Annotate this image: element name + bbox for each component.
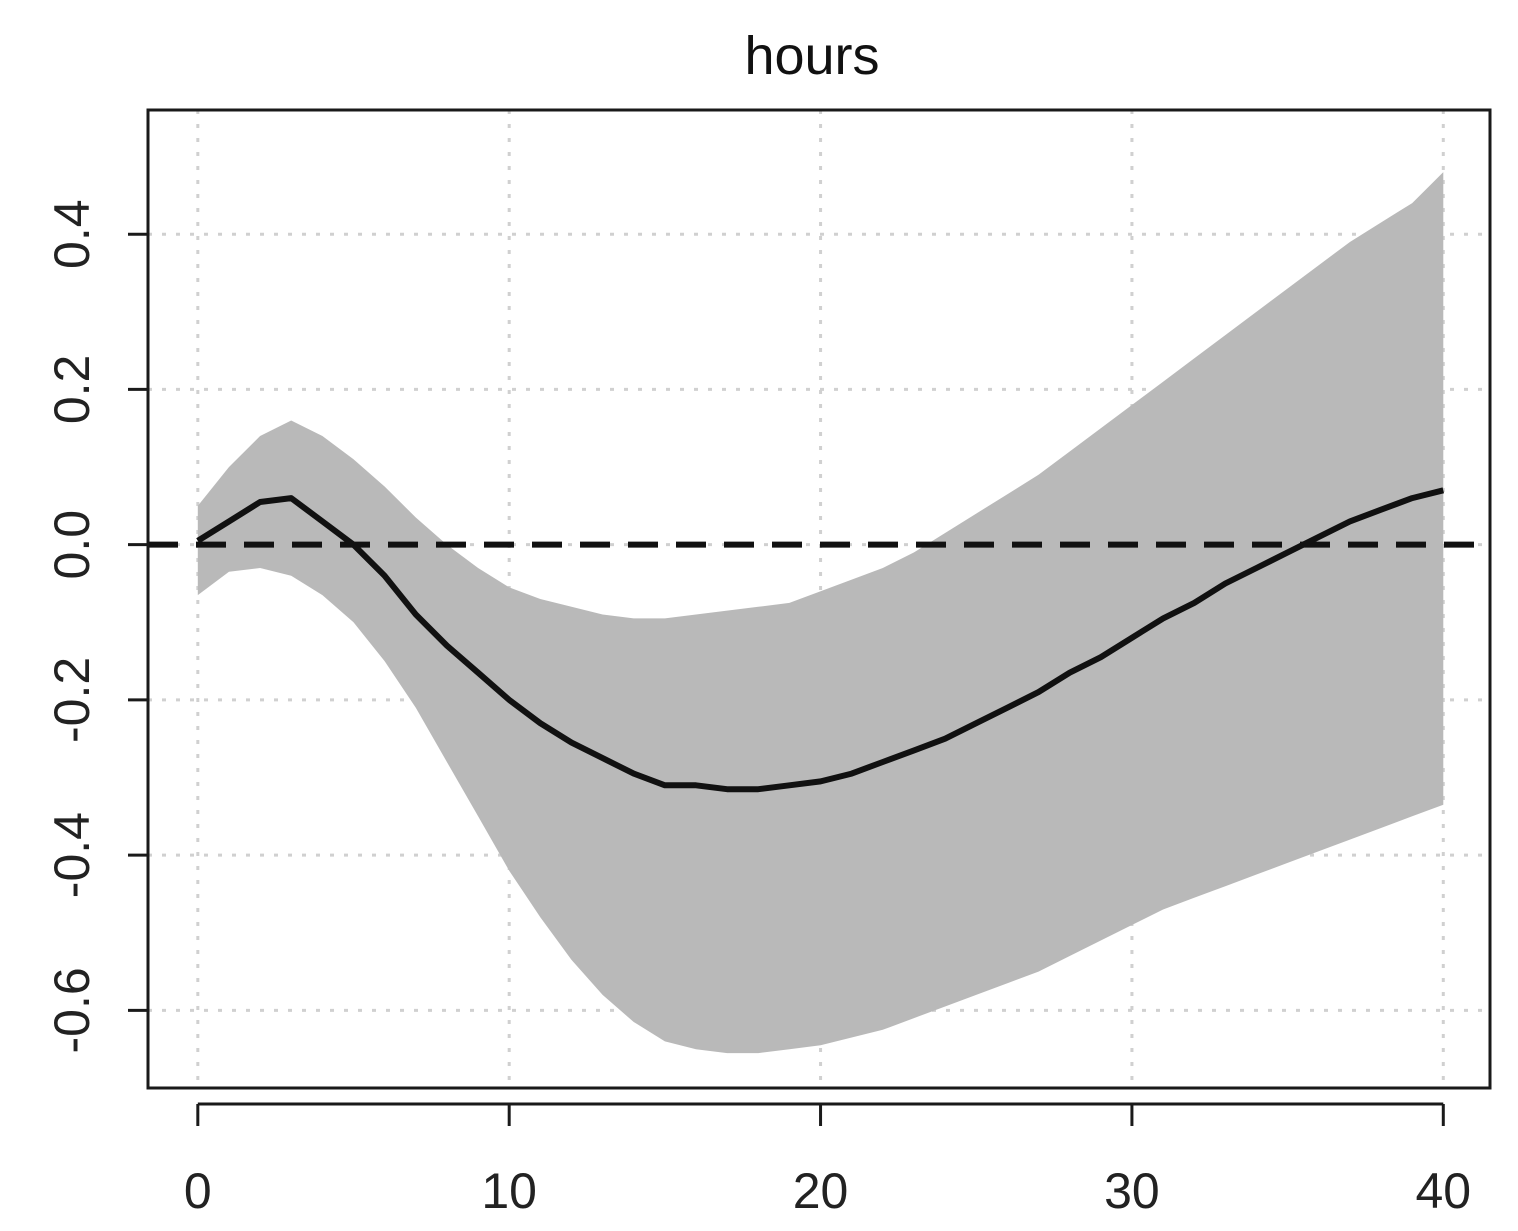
chart-title: hours [744, 26, 879, 86]
impulse-response-line [196, 487, 1445, 793]
x-tick-label-4: 40 [1415, 1163, 1471, 1219]
confidence-band [197, 172, 1444, 1054]
x-tick-label-3: 30 [1104, 1163, 1160, 1219]
y-tick-label-2: -0.2 [44, 657, 100, 743]
y-tick-label-5: 0.4 [44, 199, 100, 269]
y-tick-label-3: 0.0 [44, 510, 100, 580]
x-axis: 0 10 20 30 40 [184, 1102, 1471, 1219]
x-tick-label-1: 10 [481, 1163, 537, 1219]
y-tick-label-0: -0.6 [44, 967, 100, 1053]
x-tick-label-0: 0 [184, 1163, 212, 1219]
y-tick-label-4: 0.2 [44, 355, 100, 425]
plot-frame [146, 108, 1492, 1090]
x-tick-label-2: 20 [793, 1163, 849, 1219]
y-tick-label-1: -0.4 [44, 812, 100, 898]
y-axis: -0.6 -0.4 -0.2 0.0 0.2 0.4 [44, 199, 148, 1053]
